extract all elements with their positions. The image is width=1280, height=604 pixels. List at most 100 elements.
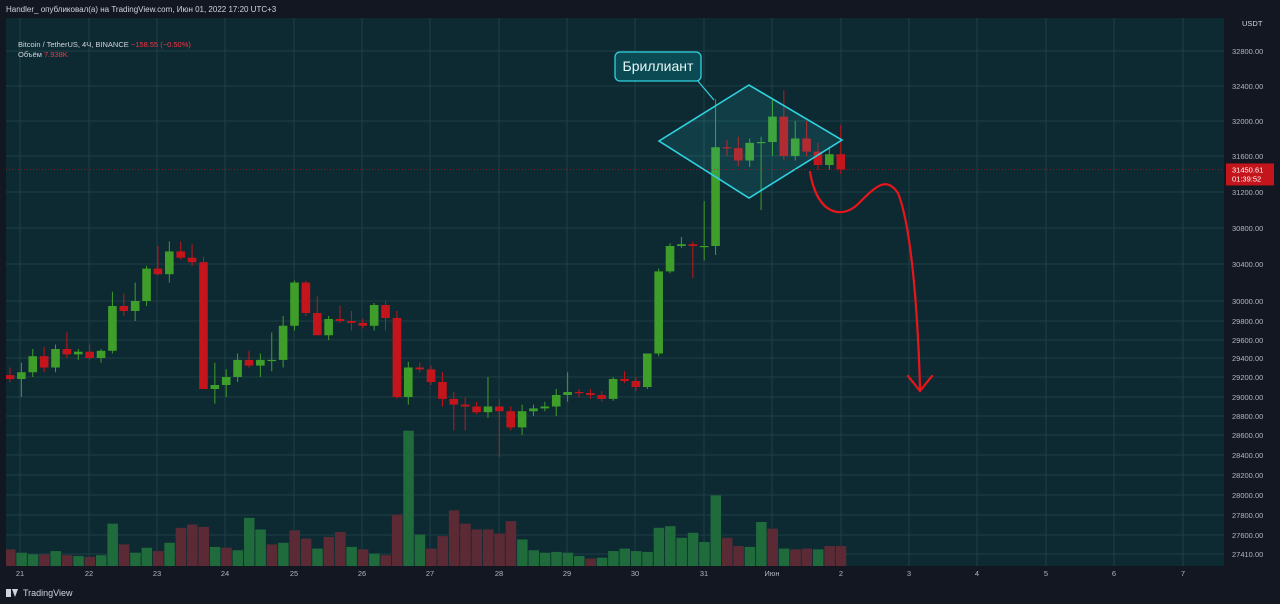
candle-body [734,148,743,161]
volume-bar [369,553,380,566]
forecast-arrowhead [906,374,934,393]
volume-bar [778,548,790,566]
candle-body [199,262,208,389]
volume-bar [619,548,631,566]
candle-body [472,406,481,413]
volume-bar [835,546,847,566]
candle-body [483,406,493,413]
volume-bar [767,528,778,566]
candle-body [802,138,811,152]
time-tick-label: 30 [631,569,639,578]
time-tick-label: 24 [221,569,229,578]
volume-bar [39,554,50,566]
candle-body [711,147,720,246]
candle-body [574,392,584,394]
time-tick-label: 28 [495,569,503,578]
time-tick-label: 2 [839,569,843,578]
time-tick-label: 5 [1044,569,1048,578]
price-tick-label: 32800.00 [1232,47,1263,56]
volume-bar [414,534,426,566]
time-tick-label: 21 [16,569,24,578]
time-tick-label: 31 [700,569,708,578]
volume-bar [528,550,539,566]
volume-bar [744,546,756,566]
volume-bar [426,548,437,566]
price-tick-label: 29400.00 [1232,354,1263,363]
candle-body [449,398,459,405]
legend-symbol: Bitcoin / TetherUS, 4Ч, BINANCE [18,40,129,49]
candle-body [85,351,94,358]
volume-bar [96,555,107,566]
volume-bar [812,549,824,566]
plot-background [6,18,1224,566]
volume-bar [756,522,767,566]
volume-bar [403,430,414,566]
diamond-shape [657,84,844,199]
volume-bar [6,549,16,566]
candle-body [392,318,402,397]
price-tick-label: 32400.00 [1232,82,1263,91]
candle-body [39,356,49,368]
volume-bar [710,495,722,566]
volume-bar [73,556,84,566]
volume-bar [733,546,744,566]
price-tick-label: 30800.00 [1232,224,1263,233]
volume-bar [243,517,255,566]
candle-body [244,359,254,366]
chart-legend: Bitcoin / TetherUS, 4Ч, BINANCE −158.55 … [18,40,191,60]
footer-brand: TradingView [23,588,73,598]
candle-body [517,411,527,428]
volume-bar [357,549,369,566]
candle-body [381,305,390,318]
candle-body [301,282,311,313]
volume-bar [585,558,596,566]
volume-bar [505,521,517,566]
time-axis-background [6,566,1224,582]
price-chart[interactable]: USDT27410.0027600.0027800.0028000.002820… [6,18,1276,582]
candle-body [142,268,151,301]
candle-body [96,350,106,358]
volume-bar [187,524,198,566]
candle-body [130,301,140,311]
candle-body [642,353,652,387]
candle-body [153,268,163,275]
candle-body [187,257,197,263]
candle-body [404,367,413,397]
candle-body [688,244,698,246]
volume-bar [596,557,608,566]
candle-body [256,359,265,366]
volume-bar [221,547,232,566]
price-tick-label: 30400.00 [1232,260,1263,269]
time-tick-label: 29 [563,569,571,578]
price-tick-label: 27410.00 [1232,550,1263,559]
volume-bar [335,531,346,566]
volume-bar [198,526,209,566]
publish-header: Handler_ опубликовал(а) на TradingView.c… [0,0,1280,18]
candle-body [563,392,572,395]
price-tick-label: 29000.00 [1232,393,1263,402]
volume-bar [437,536,448,566]
candle-body [768,116,777,142]
candle-body [324,319,333,336]
volume-bar [653,527,665,566]
forecast-arrow [808,170,934,393]
candle-body [460,404,470,407]
volume-bar [471,529,483,566]
candle-body [495,406,504,412]
volume-bar [118,544,130,566]
candle-body [438,382,447,399]
callout-pointer [696,79,715,101]
chart-area[interactable]: USDT 27410.00 27600.00 27800.00 28000.00 2820… [6,18,1276,582]
time-tick-label: 27 [426,569,434,578]
volume-bar [50,551,62,566]
candle-body [722,147,732,149]
volume-bar [699,541,710,566]
volume-bar [551,551,562,566]
candle-body [779,116,789,156]
price-axis-background [1224,18,1276,582]
candle-body [210,385,220,389]
volume-bar [323,536,335,566]
price-tick-label: 28600.00 [1232,431,1263,440]
volume-bar [494,533,505,566]
candle-body [654,271,663,354]
